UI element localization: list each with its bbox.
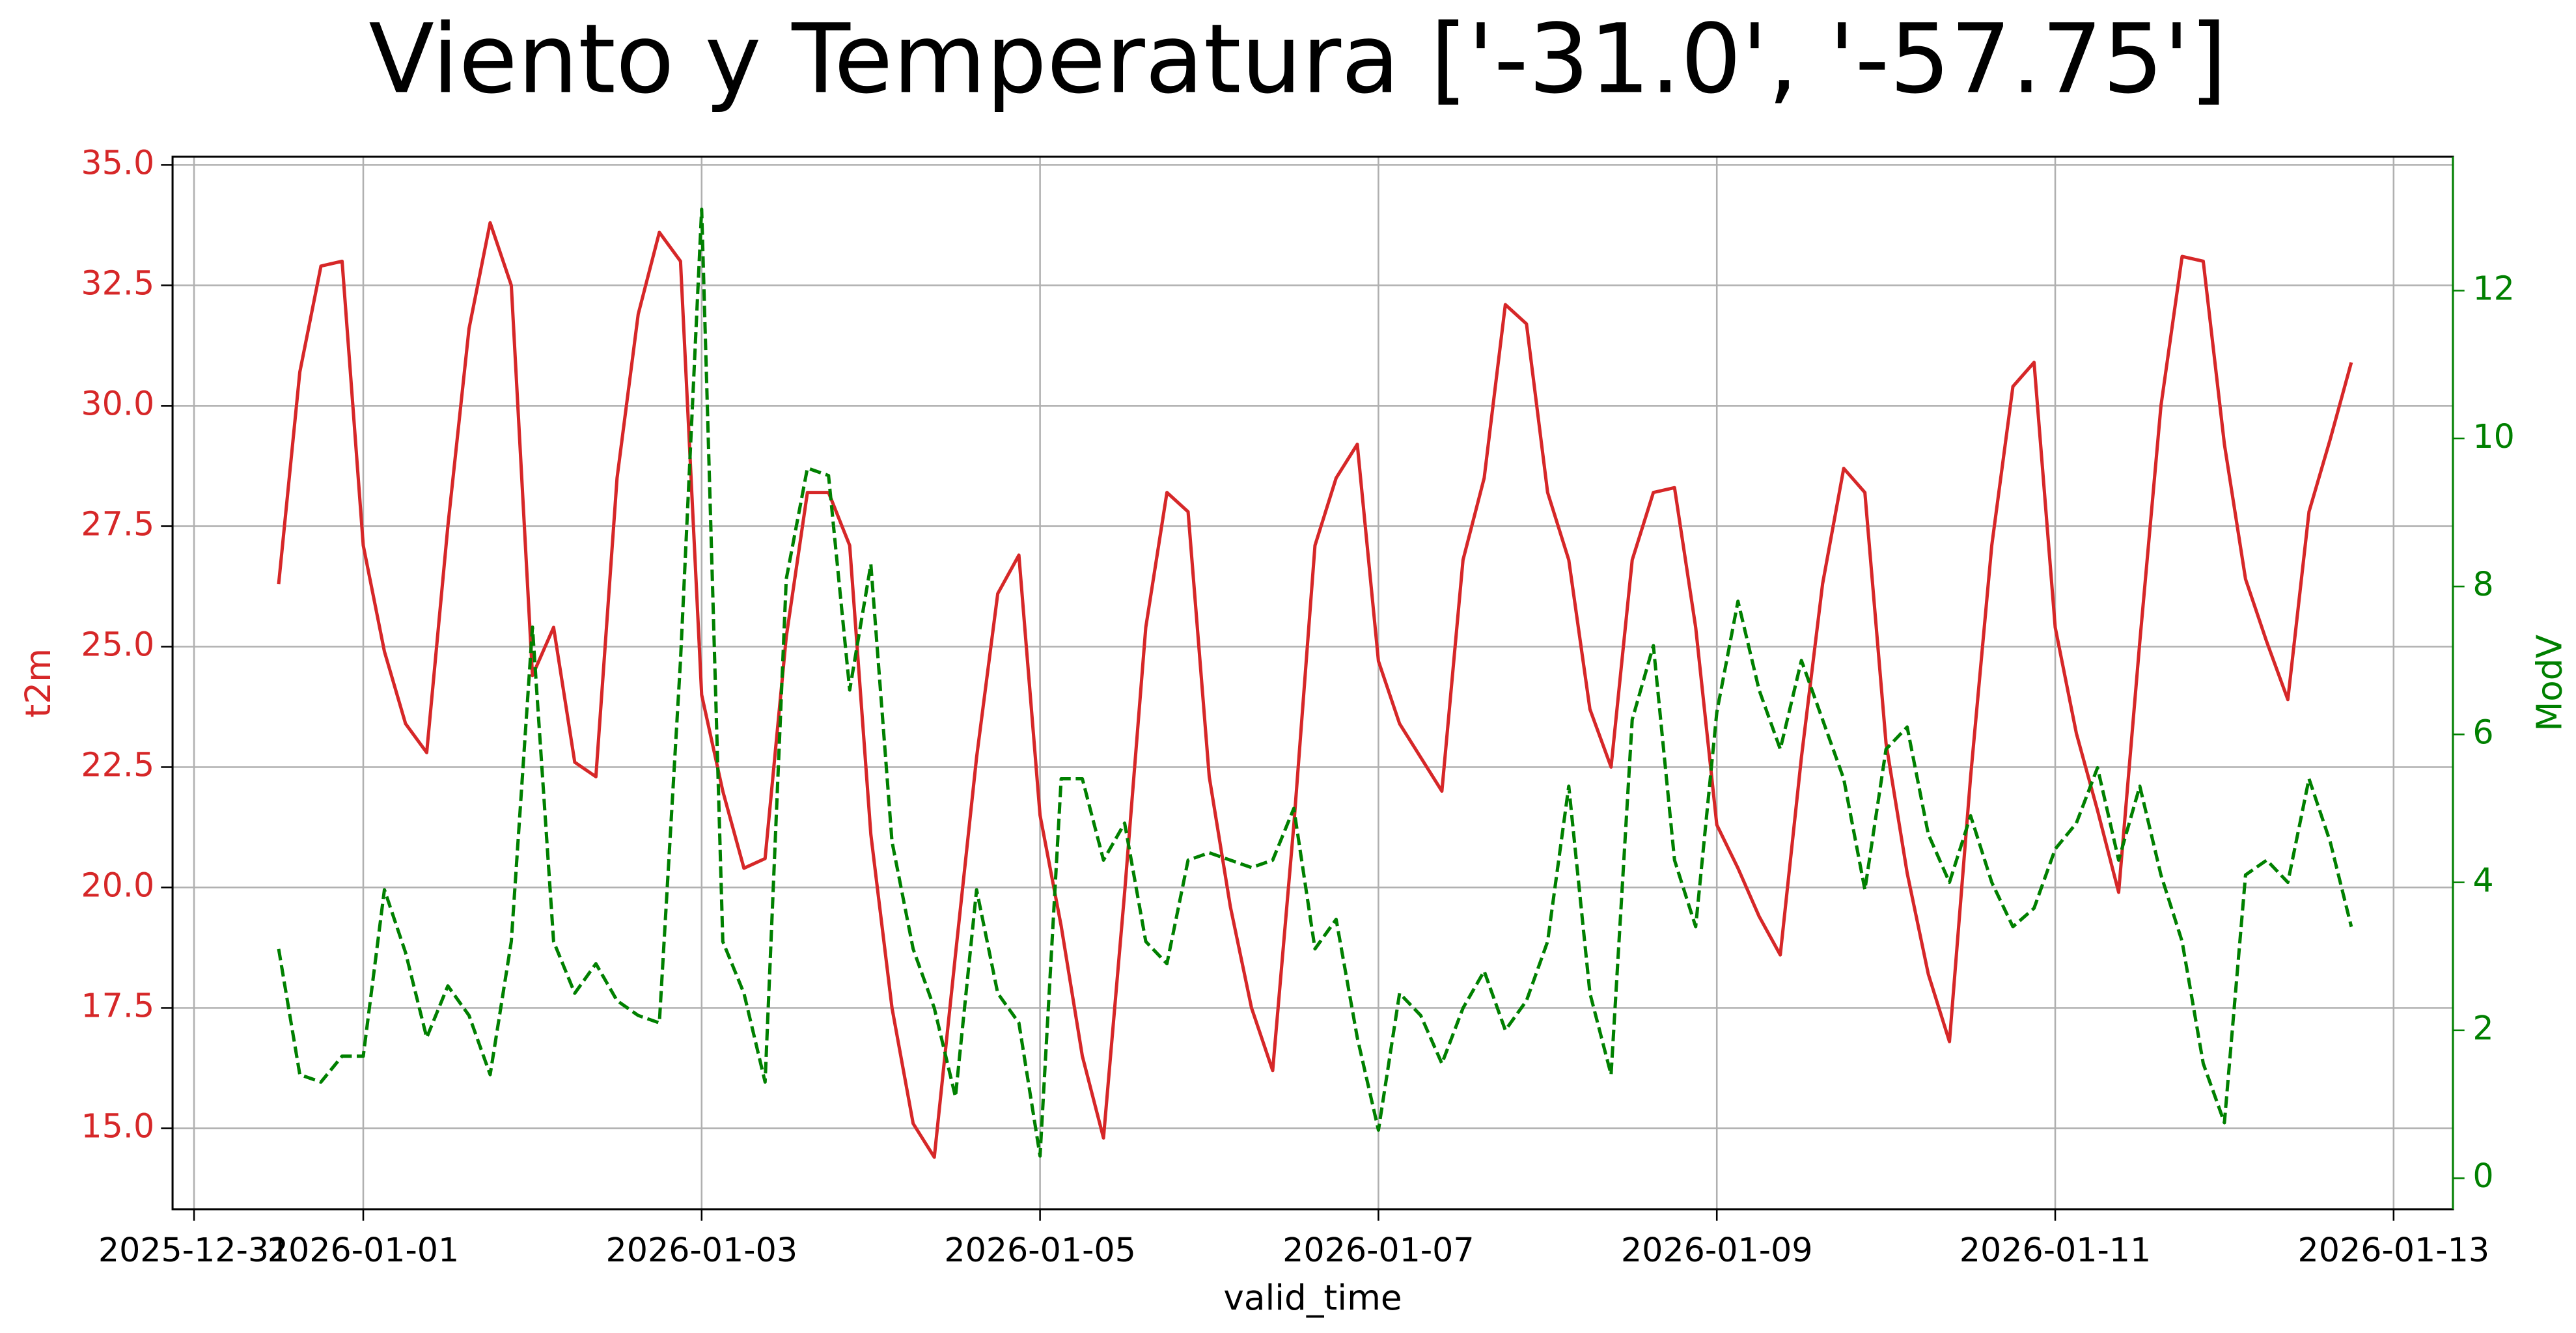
x-tick-label: 2026-01-09 [1621,1231,1813,1269]
y2-axis-label: ModV [2530,635,2570,732]
y2-tick-label: 6 [2472,713,2493,751]
y-tick-label: 20.0 [81,866,154,905]
y-axis-label: t2m [18,648,59,718]
chart-title: Viento y Temperatura ['-31.0', '-57.75'] [368,3,2227,115]
y2-tick-label: 2 [2472,1009,2493,1047]
y2-tick-label: 10 [2472,417,2515,456]
x-tick-label: 2026-01-01 [268,1231,460,1269]
y-tick-label: 17.5 [81,987,154,1025]
x-tick-label: 2026-01-03 [606,1231,798,1269]
y-tick-label: 22.5 [81,745,154,784]
x-tick-label: 2026-01-07 [1282,1231,1475,1269]
y2-tick-label: 0 [2472,1157,2493,1195]
x-tick-label: 2025-12-31 [98,1231,290,1269]
x-axis-label: valid_time [1223,1278,1402,1318]
y-tick-label: 30.0 [81,384,154,422]
series-line [277,221,2353,1159]
y2-tick-label: 8 [2472,565,2493,603]
y-tick-label: 35.0 [81,143,154,182]
series-line [277,207,2353,1158]
y2-tick-label: 12 [2472,269,2515,307]
x-tick-label: 2026-01-13 [2298,1231,2490,1269]
x-tick-label: 2026-01-05 [944,1231,1136,1269]
y-tick-label: 15.0 [81,1107,154,1146]
y2-tick-label: 4 [2472,861,2493,900]
y-tick-label: 27.5 [81,504,154,543]
x-tick-label: 2026-01-11 [1960,1231,2152,1269]
y-tick-label: 32.5 [81,264,154,302]
y-tick-label: 25.0 [81,625,154,663]
